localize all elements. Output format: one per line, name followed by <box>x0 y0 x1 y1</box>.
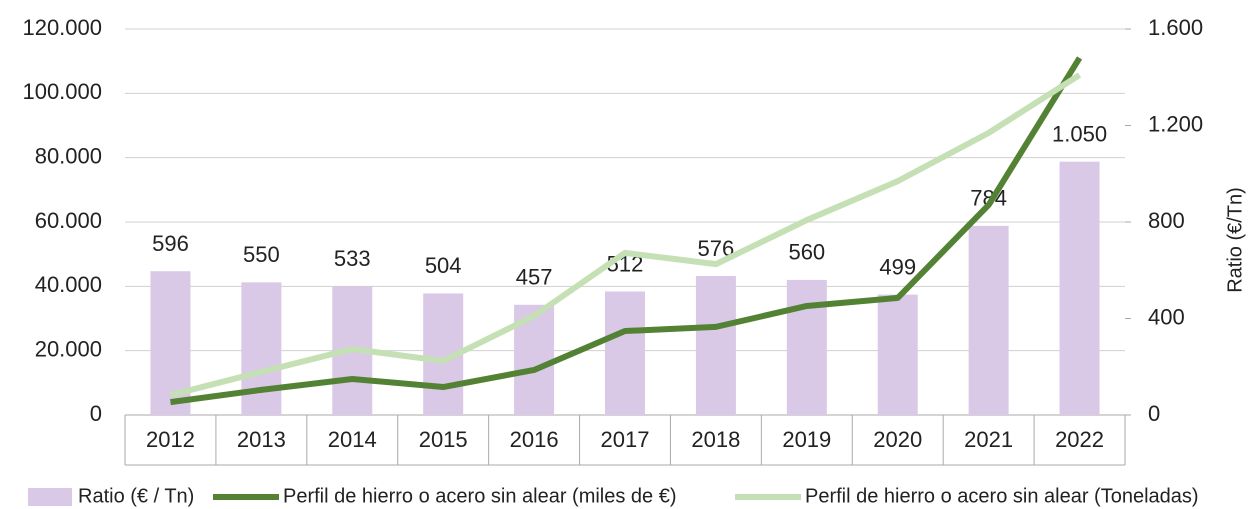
x-tick-label: 2014 <box>328 427 377 452</box>
x-tick-label: 2022 <box>1055 427 1104 452</box>
data-label: 550 <box>243 242 280 267</box>
y2-tick-label: 400 <box>1148 304 1185 329</box>
x-tick-label: 2018 <box>691 427 740 452</box>
data-label: 457 <box>516 265 553 290</box>
x-tick-label: 2017 <box>601 427 650 452</box>
bar <box>1059 161 1100 415</box>
data-label: 560 <box>788 240 825 265</box>
y2-tick-label: 0 <box>1148 401 1160 426</box>
y-tick-label: 0 <box>90 401 102 426</box>
y2-tick-label: 800 <box>1148 208 1185 233</box>
bar <box>786 279 827 415</box>
y-tick-label: 60.000 <box>35 208 102 233</box>
legend-label: Perfil de hierro o acero sin alear (mile… <box>283 485 677 507</box>
y-tick-label: 80.000 <box>35 143 102 168</box>
bar <box>605 291 645 415</box>
data-label: 504 <box>425 253 462 278</box>
bar <box>695 276 736 415</box>
legend-label: Ratio (€ / Tn) <box>78 485 194 507</box>
line <box>169 72 1082 398</box>
data-label: 533 <box>334 246 371 271</box>
y2-tick-label: 1.200 <box>1148 111 1203 136</box>
x-tick-label: 2020 <box>873 427 922 452</box>
data-label: 499 <box>879 254 916 279</box>
x-tick-label: 2019 <box>782 427 831 452</box>
x-tick-label: 2013 <box>237 427 286 452</box>
x-tick-label: 2015 <box>419 427 468 452</box>
y-tick-label: 20.000 <box>35 336 102 361</box>
legend-swatch <box>28 488 72 506</box>
x-tick-label: 2012 <box>146 427 195 452</box>
data-label: 596 <box>152 231 189 256</box>
x-tick-label: 2021 <box>964 427 1013 452</box>
y-tick-label: 40.000 <box>35 272 102 297</box>
y-tick-label: 100.000 <box>22 79 102 104</box>
data-label: 1.050 <box>1052 122 1107 147</box>
bar <box>241 282 282 415</box>
y2-tick-label: 1.600 <box>1148 15 1203 40</box>
legend-label: Perfil de hierro o acero sin alear (Tone… <box>805 485 1199 507</box>
bar <box>877 294 918 415</box>
y-tick-label: 120.000 <box>22 15 102 40</box>
y2-axis-title: Ratio (€/Tn) <box>1224 187 1246 293</box>
line <box>170 56 1083 406</box>
x-tick-label: 2016 <box>510 427 559 452</box>
bar <box>968 225 1009 415</box>
